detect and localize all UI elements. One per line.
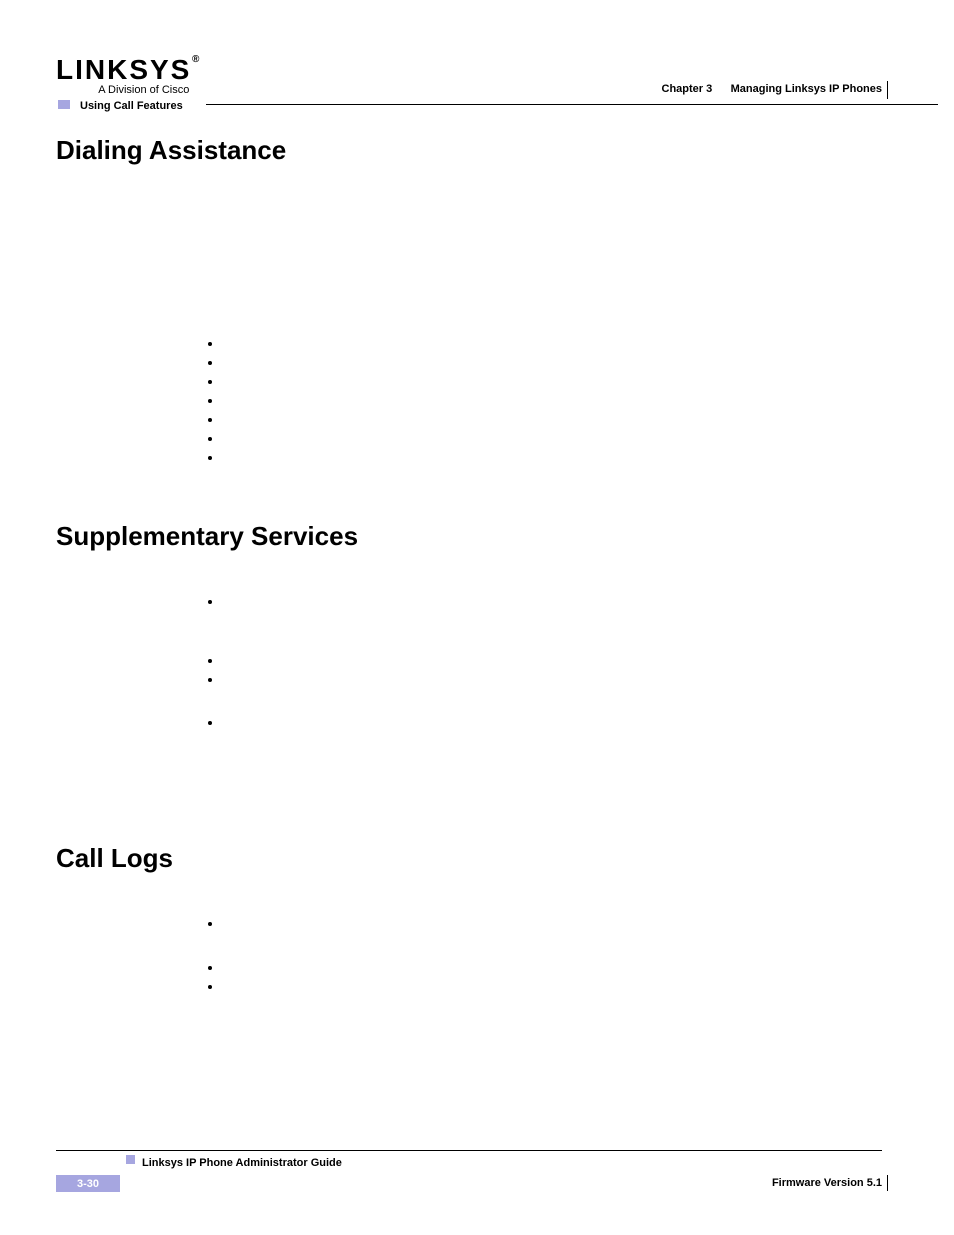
chapter-title: Managing Linksys IP Phones [731,83,882,95]
bullet-list-supplementary [204,594,222,734]
header-rule [206,104,938,105]
heading-call-logs: Call Logs [56,843,173,874]
logo-register-mark: ® [192,54,201,65]
firmware-version: Firmware Version 5.1 [772,1177,882,1189]
logo-brand: LINKSYS ® [56,54,191,86]
header-marker-icon [58,100,70,109]
header-section: Using Call Features [56,100,882,112]
heading-dialing-assistance: Dialing Assistance [56,135,286,166]
chapter-info: Chapter 3 Managing Linksys IP Phones [662,83,882,95]
page-number: 3-30 [77,1178,99,1190]
bullet-list-dialing [204,336,222,469]
chapter-divider [887,81,888,99]
logo-block: LINKSYS ® A Division of Cisco [56,54,191,96]
chapter-number: Chapter 3 [662,83,713,95]
section-label: Using Call Features [80,100,882,112]
page-connector-icon [126,1155,135,1164]
bullet-list-calllogs [204,916,222,998]
logo-brand-text: LINKSYS [56,54,191,85]
page-number-box: 3-30 [56,1175,120,1192]
heading-supplementary-services: Supplementary Services [56,521,358,552]
footer-guide-title: Linksys IP Phone Administrator Guide [142,1157,342,1169]
firmware-divider [887,1175,888,1191]
footer-rule [56,1150,882,1151]
